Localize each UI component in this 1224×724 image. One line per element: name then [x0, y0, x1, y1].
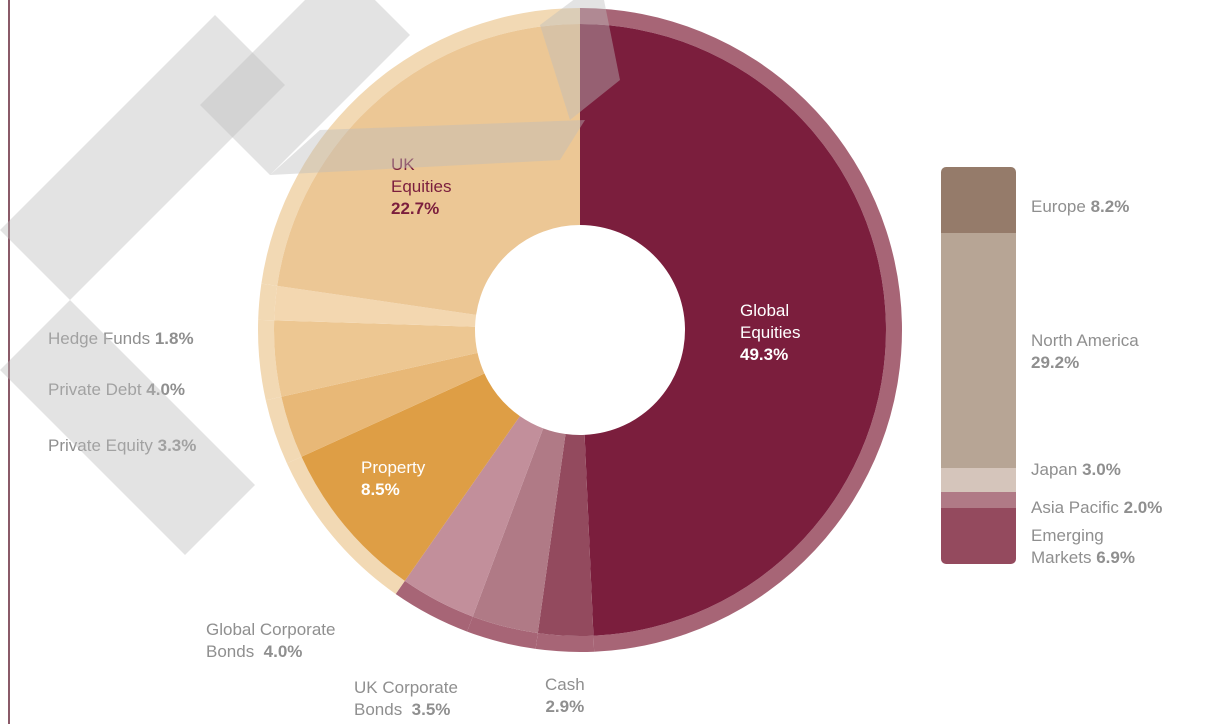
slice-uk-equities	[277, 24, 580, 315]
equity-region-stacked-column	[941, 167, 1016, 564]
label-uk-equities: UK Equities 22.7%	[391, 154, 451, 220]
label-cash: Cash 2.9%	[545, 674, 585, 718]
slice-private-equity	[281, 352, 485, 457]
label-cash-line1: Cash	[545, 675, 585, 694]
label-emerging-markets-value: 6.9%	[1096, 548, 1135, 567]
segment-north-america	[941, 233, 1016, 469]
slice-private-debt	[274, 320, 478, 397]
label-property: Property 8.5%	[361, 457, 425, 501]
outer-ring-hedge-funds	[258, 283, 278, 321]
label-japan-value: 3.0%	[1082, 460, 1121, 479]
label-global-equities-line1: Global	[740, 301, 790, 320]
label-north-america: North America 29.2%	[1031, 330, 1139, 374]
label-japan-name: Japan	[1031, 460, 1078, 479]
label-cash-value: 2.9%	[545, 697, 585, 716]
label-uk-equities-line2: Equities	[391, 177, 452, 196]
outer-ring-private-equity	[265, 396, 302, 464]
label-emerging-markets-line2: Markets	[1031, 548, 1092, 567]
label-private-debt-value: 4.0%	[146, 380, 186, 399]
segment-asia-pacific	[941, 492, 1016, 509]
outer-ring-cash	[535, 633, 595, 652]
label-hedge-funds: Hedge Funds 1.8%	[48, 328, 194, 350]
outer-ring-uk-equities	[261, 8, 580, 286]
segment-japan	[941, 468, 1016, 493]
label-asia-pacific-name: Asia Pacific	[1031, 498, 1119, 517]
label-europe-name: Europe	[1031, 197, 1086, 216]
label-japan: Japan 3.0%	[1031, 459, 1121, 481]
label-global-equities: Global Equities 49.3%	[740, 300, 800, 366]
label-private-equity: Private Equity 3.3%	[48, 435, 196, 457]
label-private-debt-name: Private Debt	[48, 380, 142, 399]
segment-europe	[941, 167, 1016, 234]
label-uk-equities-line1: UK	[391, 155, 415, 174]
outer-ring-property	[286, 456, 405, 595]
outer-ring-global-corporate-bonds	[395, 580, 473, 632]
label-north-america-name: North America	[1031, 331, 1139, 350]
slice-cash	[537, 433, 594, 637]
slice-hedge-funds	[274, 285, 477, 327]
label-property-value: 8.5%	[361, 480, 400, 499]
label-uk-equities-value: 22.7%	[391, 199, 440, 218]
left-border-rule	[8, 0, 10, 724]
label-north-america-value: 29.2%	[1031, 353, 1080, 372]
label-uk-corporate-bonds-line1: UK Corporate	[354, 678, 458, 697]
slice-global-corporate-bonds	[404, 416, 544, 617]
slice-uk-corporate-bonds	[472, 428, 566, 634]
segment-emerging-markets	[941, 508, 1016, 564]
label-europe: Europe 8.2%	[1031, 196, 1129, 218]
label-asia-pacific: Asia Pacific 2.0%	[1031, 497, 1162, 519]
label-hedge-funds-value: 1.8%	[154, 329, 194, 348]
slice-global-equities	[580, 24, 887, 636]
outer-ring-uk-corporate-bonds	[467, 616, 538, 649]
label-asia-pacific-value: 2.0%	[1123, 498, 1163, 517]
label-property-line1: Property	[361, 458, 426, 477]
label-global-corporate-bonds-value: 4.0%	[263, 642, 303, 661]
label-hedge-funds-name: Hedge Funds	[48, 329, 151, 348]
outer-ring-private-debt	[258, 319, 282, 401]
label-private-equity-name: Private Equity	[48, 436, 153, 455]
label-uk-corporate-bonds: UK Corporate Bonds 3.5%	[354, 677, 458, 721]
label-global-corporate-bonds-line1: Global Corporate	[206, 620, 336, 639]
label-private-debt: Private Debt 4.0%	[48, 379, 185, 401]
label-europe-value: 8.2%	[1090, 197, 1130, 216]
label-private-equity-value: 3.3%	[157, 436, 197, 455]
label-uk-corporate-bonds-value: 3.5%	[411, 700, 451, 719]
label-global-equities-line2: Equities	[740, 323, 801, 342]
label-global-equities-value: 49.3%	[740, 345, 789, 364]
slice-property	[301, 373, 520, 581]
label-uk-corporate-bonds-line2: Bonds	[354, 700, 403, 719]
label-emerging-markets: Emerging Markets 6.9%	[1031, 525, 1135, 569]
label-emerging-markets-line1: Emerging	[1031, 526, 1104, 545]
label-global-corporate-bonds-line2: Bonds	[206, 642, 255, 661]
label-global-corporate-bonds: Global Corporate Bonds 4.0%	[206, 619, 335, 663]
